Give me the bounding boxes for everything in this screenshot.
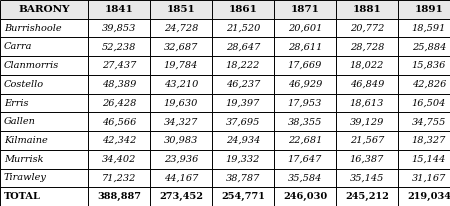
Text: 42,826: 42,826	[412, 80, 446, 89]
Text: 21,520: 21,520	[226, 24, 260, 33]
Text: 38,355: 38,355	[288, 117, 322, 126]
Bar	[0, 0, 450, 19]
Text: 38,787: 38,787	[226, 173, 260, 182]
Text: 17,669: 17,669	[288, 61, 322, 70]
Text: 46,929: 46,929	[288, 80, 322, 89]
Text: 43,210: 43,210	[164, 80, 198, 89]
Text: Costello: Costello	[4, 80, 44, 89]
Text: 18,591: 18,591	[412, 24, 446, 33]
Text: 48,389: 48,389	[102, 80, 136, 89]
Text: 17,647: 17,647	[288, 155, 322, 164]
Text: 24,728: 24,728	[164, 24, 198, 33]
Text: 245,212: 245,212	[345, 192, 389, 201]
Text: 16,504: 16,504	[412, 98, 446, 108]
Text: 34,755: 34,755	[412, 117, 446, 126]
Text: 37,695: 37,695	[226, 117, 260, 126]
Text: 15,144: 15,144	[412, 155, 446, 164]
Text: 19,397: 19,397	[226, 98, 260, 108]
Text: 28,647: 28,647	[226, 42, 260, 51]
Text: 16,387: 16,387	[350, 155, 384, 164]
Text: 35,145: 35,145	[350, 173, 384, 182]
Text: Tirawley: Tirawley	[4, 173, 47, 182]
Text: 1851: 1851	[166, 5, 195, 14]
Text: 34,402: 34,402	[102, 155, 136, 164]
Text: Carra: Carra	[4, 42, 32, 51]
Text: 30,983: 30,983	[164, 136, 198, 145]
Text: 19,784: 19,784	[164, 61, 198, 70]
Text: 246,030: 246,030	[283, 192, 327, 201]
Text: 1871: 1871	[291, 5, 319, 14]
Text: 1841: 1841	[104, 5, 133, 14]
Text: 18,222: 18,222	[226, 61, 260, 70]
Text: 42,342: 42,342	[102, 136, 136, 145]
Text: 18,613: 18,613	[350, 98, 384, 108]
Text: Burrishoole: Burrishoole	[4, 24, 62, 33]
Text: 20,601: 20,601	[288, 24, 322, 33]
Text: 23,936: 23,936	[164, 155, 198, 164]
Text: 17,953: 17,953	[288, 98, 322, 108]
Text: 52,238: 52,238	[102, 42, 136, 51]
Text: 18,022: 18,022	[350, 61, 384, 70]
Text: 1861: 1861	[229, 5, 257, 14]
Text: 46,566: 46,566	[102, 117, 136, 126]
Text: 1881: 1881	[353, 5, 382, 14]
Text: BARONY: BARONY	[18, 5, 70, 14]
Text: 46,237: 46,237	[226, 80, 260, 89]
Text: Clanmorris: Clanmorris	[4, 61, 59, 70]
Text: 273,452: 273,452	[159, 192, 203, 201]
Text: 21,567: 21,567	[350, 136, 384, 145]
Text: 254,771: 254,771	[221, 192, 265, 201]
Text: 28,728: 28,728	[350, 42, 384, 51]
Text: 46,849: 46,849	[350, 80, 384, 89]
Text: 26,428: 26,428	[102, 98, 136, 108]
Text: 22,681: 22,681	[288, 136, 322, 145]
Text: Gallen: Gallen	[4, 117, 36, 126]
Text: 71,232: 71,232	[102, 173, 136, 182]
Text: Murrisk: Murrisk	[4, 155, 44, 164]
Text: 39,853: 39,853	[102, 24, 136, 33]
Text: 35,584: 35,584	[288, 173, 322, 182]
Text: 24,934: 24,934	[226, 136, 260, 145]
Text: Kilmaine: Kilmaine	[4, 136, 48, 145]
Text: Erris: Erris	[4, 98, 28, 108]
Text: 18,327: 18,327	[412, 136, 446, 145]
Text: 15,836: 15,836	[412, 61, 446, 70]
Text: 20,772: 20,772	[350, 24, 384, 33]
Text: 388,887: 388,887	[97, 192, 141, 201]
Text: 25,884: 25,884	[412, 42, 446, 51]
Text: 28,611: 28,611	[288, 42, 322, 51]
Text: TOTAL: TOTAL	[4, 192, 41, 201]
Text: 34,327: 34,327	[164, 117, 198, 126]
Text: 27,437: 27,437	[102, 61, 136, 70]
Text: 1891: 1891	[414, 5, 443, 14]
Text: 39,129: 39,129	[350, 117, 384, 126]
Text: 19,332: 19,332	[226, 155, 260, 164]
Text: 19,630: 19,630	[164, 98, 198, 108]
Text: 44,167: 44,167	[164, 173, 198, 182]
Text: 219,034: 219,034	[407, 192, 450, 201]
Text: 31,167: 31,167	[412, 173, 446, 182]
Text: 32,687: 32,687	[164, 42, 198, 51]
